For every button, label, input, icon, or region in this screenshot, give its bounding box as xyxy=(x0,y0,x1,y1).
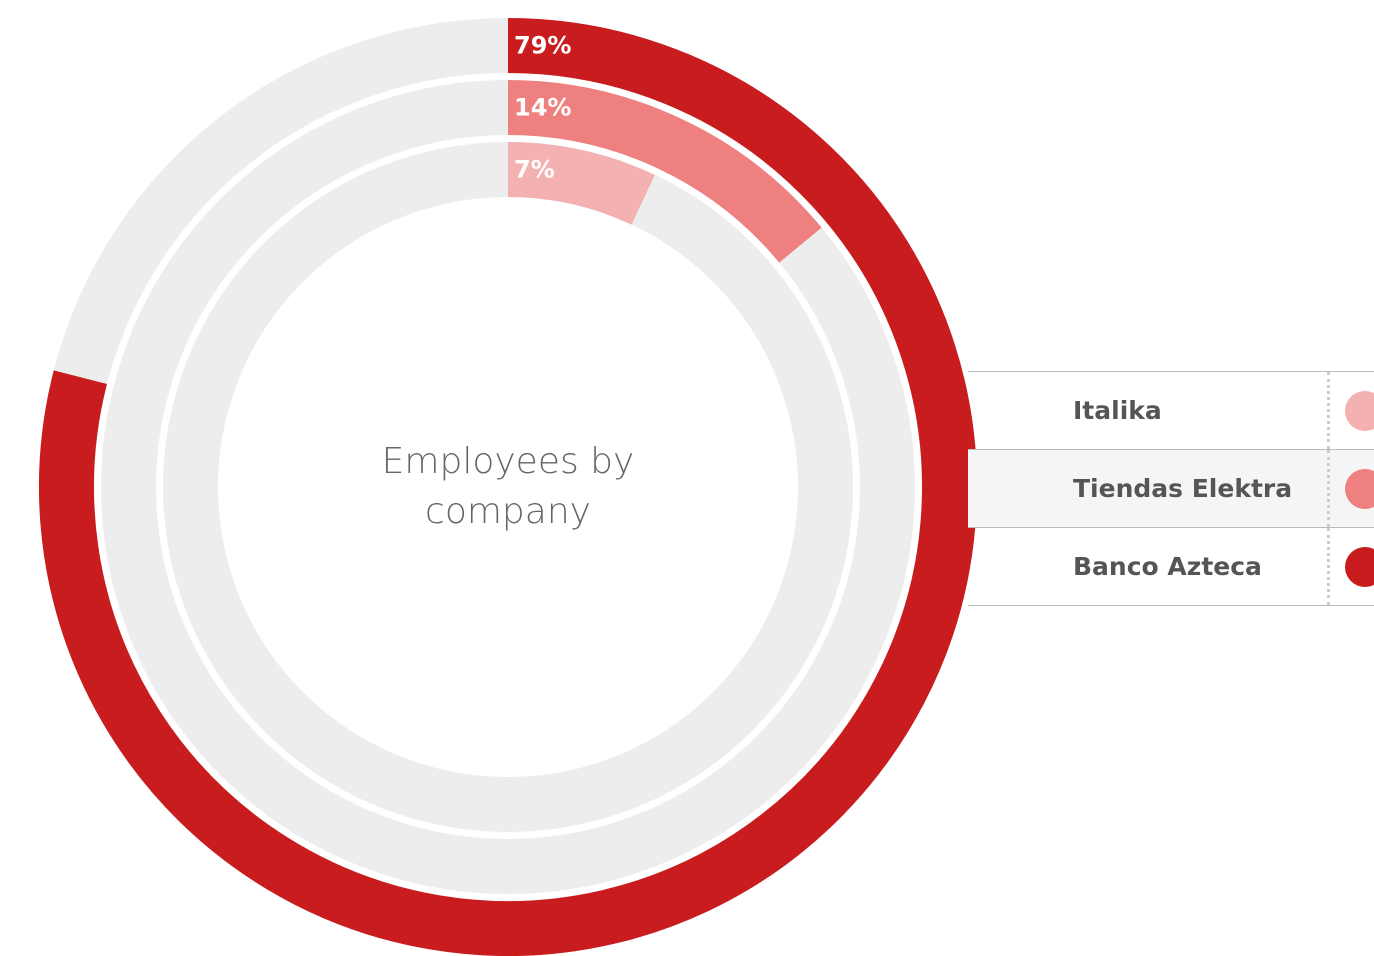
ring-bar xyxy=(39,18,977,956)
ring-bar xyxy=(507,142,655,225)
legend-swatch xyxy=(1345,391,1374,431)
ring-bar xyxy=(507,80,822,263)
legend-label: Italika xyxy=(1073,396,1162,425)
legend-label: Banco Azteca xyxy=(1073,552,1262,581)
chart-title: Employees by company xyxy=(381,441,635,532)
legend-swatch xyxy=(1345,547,1374,587)
legend-label: Tiendas Elektra xyxy=(1073,474,1293,503)
legend-separator xyxy=(1327,450,1330,527)
legend-separator xyxy=(1327,372,1330,449)
legend-separator xyxy=(1327,528,1330,605)
value-label: 7% xyxy=(514,156,555,184)
legend-row: Banco Azteca xyxy=(968,527,1374,606)
legend-row: Italika xyxy=(968,371,1374,449)
value-label: 14% xyxy=(514,94,571,122)
legend: Italika Tiendas Elektra Banco Azteca xyxy=(968,371,1374,606)
legend-row: Tiendas Elektra xyxy=(968,449,1374,527)
legend-swatch xyxy=(1345,469,1374,509)
value-label: 79% xyxy=(514,32,571,60)
